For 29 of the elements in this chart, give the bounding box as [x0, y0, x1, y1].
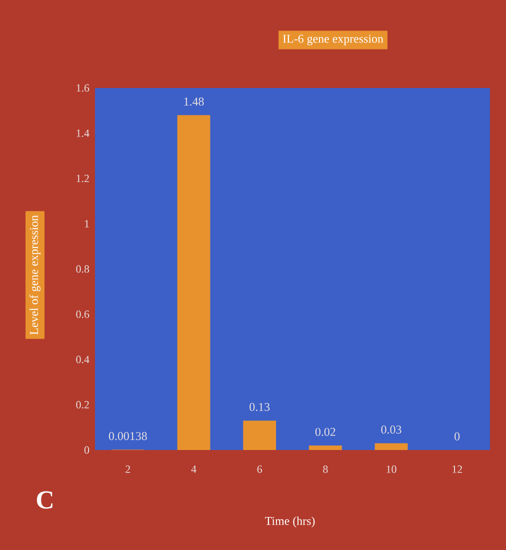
- y-tick-label: 0.6: [76, 310, 90, 318]
- y-tick-label: 1.6: [76, 84, 90, 92]
- y-tick-label: 0.8: [76, 265, 90, 273]
- bar: [308, 445, 342, 450]
- y-axis-title: Level of gene expression: [29, 215, 40, 335]
- data-label: 0.00138: [108, 432, 147, 440]
- y-tick-label: 0.4: [76, 356, 90, 364]
- chart-title: IL-6 gene expression: [282, 34, 384, 46]
- x-tick-label: 8: [323, 466, 328, 473]
- text: C: [36, 491, 52, 509]
- data-label: 0.13: [250, 402, 270, 412]
- x-tick-label: 2: [126, 466, 130, 473]
- y-tick-label: 1.2: [76, 174, 89, 182]
- x-axis-title: Time (hrs): [265, 516, 315, 528]
- y-tick-label: 0.2: [76, 401, 89, 408]
- data-label: 0.02: [315, 428, 336, 436]
- x-tick-label: 12: [452, 466, 462, 473]
- y-tick-label: 1: [84, 220, 89, 228]
- data-label: 0: [454, 432, 460, 440]
- y-tick-label: 0: [84, 446, 90, 454]
- bar: [374, 443, 408, 450]
- bar: [243, 420, 276, 450]
- data-label: 1.48: [184, 98, 204, 106]
- bar: [177, 115, 210, 450]
- y-tick-label: 1.4: [76, 130, 90, 137]
- x-tick-label: 10: [386, 466, 396, 473]
- x-tick-label: 4: [191, 466, 196, 473]
- x-tick-label: 6: [257, 466, 262, 473]
- data-label: 0.03: [381, 426, 402, 434]
